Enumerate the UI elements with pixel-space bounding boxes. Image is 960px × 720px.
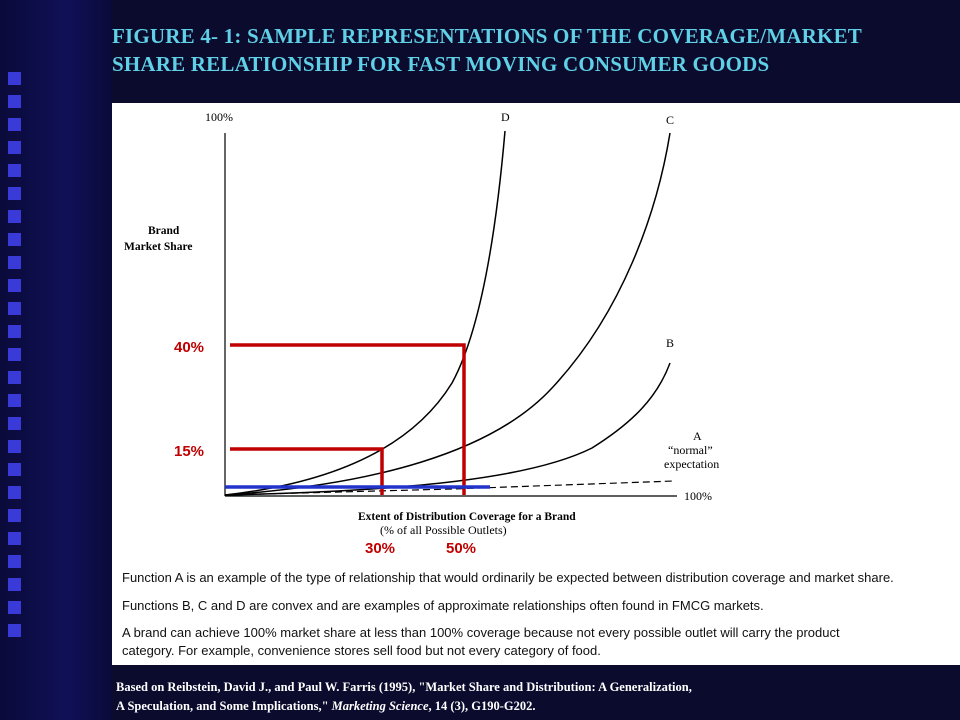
decor-square — [8, 440, 21, 453]
marker-30-label: 30% — [365, 540, 395, 557]
curve-d — [224, 130, 506, 496]
curve-b — [224, 362, 671, 496]
decor-square — [8, 95, 21, 108]
decor-square — [8, 302, 21, 315]
citation-line-2: A Speculation, and Some Implications," M… — [116, 697, 692, 716]
decor-square — [8, 394, 21, 407]
curve-c-label: C — [666, 113, 674, 127]
citation-line-2b: , 14 (3), G190-G202. — [428, 699, 536, 713]
decor-square — [8, 578, 21, 591]
decor-square — [8, 141, 21, 154]
curve-c — [224, 132, 671, 496]
decor-square — [8, 279, 21, 292]
marker-15-label: 15% — [174, 443, 204, 460]
xlabel-line2: (% of all Possible Outlets) — [380, 523, 507, 537]
coverage-share-diagram: 100% 100% Brand Market Share Extent of D… — [124, 110, 719, 557]
marker-15-30 — [230, 447, 384, 495]
ylabel-line1: Brand — [148, 225, 180, 237]
decor-square — [8, 555, 21, 568]
marker-40-50 — [230, 343, 466, 495]
decor-square — [8, 187, 21, 200]
decor-square — [8, 256, 21, 269]
decor-square — [8, 601, 21, 614]
decor-square — [8, 210, 21, 223]
decor-squares — [8, 72, 22, 647]
curve-d-label: D — [501, 110, 510, 124]
decor-square — [8, 233, 21, 246]
citation: Based on Reibstein, David J., and Paul W… — [116, 678, 692, 716]
decor-square — [8, 348, 21, 361]
decor-square — [8, 486, 21, 499]
decor-square — [8, 118, 21, 131]
curve-b-label: B — [666, 336, 674, 350]
decor-square — [8, 164, 21, 177]
curve-a-label: A — [693, 429, 702, 443]
decor-square — [8, 417, 21, 430]
ylabel-line2: Market Share — [124, 241, 192, 253]
note-function-a: Function A is an example of the type of … — [122, 570, 894, 585]
decor-square — [8, 371, 21, 384]
decor-square — [8, 325, 21, 338]
decor-square — [8, 532, 21, 545]
y-top-label: 100% — [205, 110, 233, 124]
decor-square — [8, 72, 21, 85]
citation-line-1: Based on Reibstein, David J., and Paul W… — [116, 680, 692, 694]
title-line-2: SHARE RELATIONSHIP FOR FAST MOVING CONSU… — [112, 52, 770, 76]
marker-50-label: 50% — [446, 540, 476, 557]
decor-square — [8, 509, 21, 522]
decor-square — [8, 624, 21, 637]
figure-panel: 100% 100% Brand Market Share Extent of D… — [112, 103, 960, 665]
note-functions-bcd: Functions B, C and D are convex and are … — [122, 598, 764, 613]
curve-a-note-1: “normal” — [668, 443, 713, 457]
note-coverage-line-1: A brand can achieve 100% market share at… — [122, 625, 840, 640]
page-title: FIGURE 4- 1: SAMPLE REPRESENTATIONS OF T… — [112, 22, 958, 78]
citation-line-2a: A Speculation, and Some Implications," — [116, 699, 332, 713]
curve-a — [224, 480, 675, 496]
marker-40-label: 40% — [174, 339, 204, 356]
decor-square — [8, 463, 21, 476]
title-line-1: FIGURE 4- 1: SAMPLE REPRESENTATIONS OF T… — [112, 24, 862, 48]
citation-journal: Marketing Science — [331, 699, 429, 713]
x-right-label: 100% — [684, 489, 712, 503]
note-coverage-line-2: category. For example, convenience store… — [122, 643, 601, 658]
xlabel-line1: Extent of Distribution Coverage for a Br… — [358, 511, 576, 523]
curve-a-note-2: expectation — [664, 457, 719, 471]
left-decor-bar — [0, 0, 112, 720]
